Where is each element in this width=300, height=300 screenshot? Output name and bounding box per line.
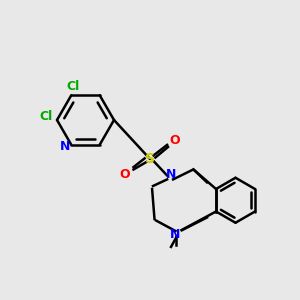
- Text: N: N: [166, 167, 176, 181]
- Text: S: S: [145, 152, 155, 166]
- Text: O: O: [169, 134, 180, 148]
- Text: Cl: Cl: [66, 80, 80, 93]
- Text: Cl: Cl: [40, 110, 53, 124]
- Text: N: N: [170, 227, 180, 241]
- Text: N: N: [59, 140, 70, 153]
- Text: O: O: [120, 167, 130, 181]
